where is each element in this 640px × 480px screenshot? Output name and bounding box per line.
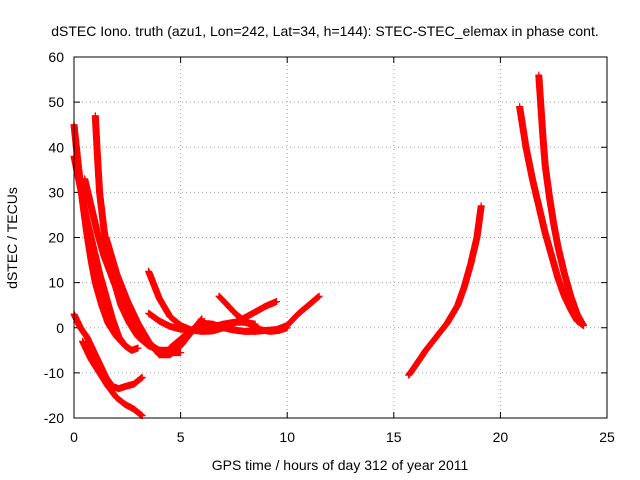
series-11-markers	[405, 202, 485, 379]
x-tick-label: 15	[386, 429, 402, 445]
y-axis-title: dSTEC / TECUs	[4, 187, 20, 289]
chart-title: dSTEC Iono. truth (azu1, Lon=242, Lat=34…	[51, 23, 598, 39]
y-tick-label: 20	[48, 230, 64, 246]
series-3	[79, 337, 146, 420]
y-tick-label: 40	[48, 139, 64, 155]
grid-lines	[74, 57, 607, 418]
y-tick-label: 50	[48, 94, 64, 110]
x-tick-label: 0	[70, 429, 78, 445]
series-12-markers	[516, 103, 587, 329]
x-tick-label: 25	[599, 429, 615, 445]
y-tick-label: 0	[56, 320, 64, 336]
series-13	[535, 71, 587, 329]
y-tick-label: -20	[44, 410, 64, 426]
series-11	[405, 202, 485, 379]
x-tick-label: 10	[279, 429, 295, 445]
series-12	[516, 103, 587, 329]
y-tick-label: 30	[48, 184, 64, 200]
y-tick-label: 60	[48, 49, 64, 65]
tick-labels: 0 5 10 15 20 25 -20 -10 0 10 20 30 40 50 60	[44, 49, 615, 445]
series-10-markers	[215, 292, 291, 335]
series-13-markers	[535, 71, 587, 329]
y-tick-label: -10	[44, 365, 64, 381]
x-tick-label: 20	[493, 429, 509, 445]
y-tick-label: 10	[48, 275, 64, 291]
plot-frame	[73, 56, 608, 419]
data-points	[70, 71, 587, 420]
x-tick-label: 5	[177, 429, 185, 445]
series-3-markers	[79, 337, 146, 420]
series-10	[215, 292, 291, 335]
x-axis-title: GPS time / hours of day 312 of year 2011	[212, 457, 469, 473]
